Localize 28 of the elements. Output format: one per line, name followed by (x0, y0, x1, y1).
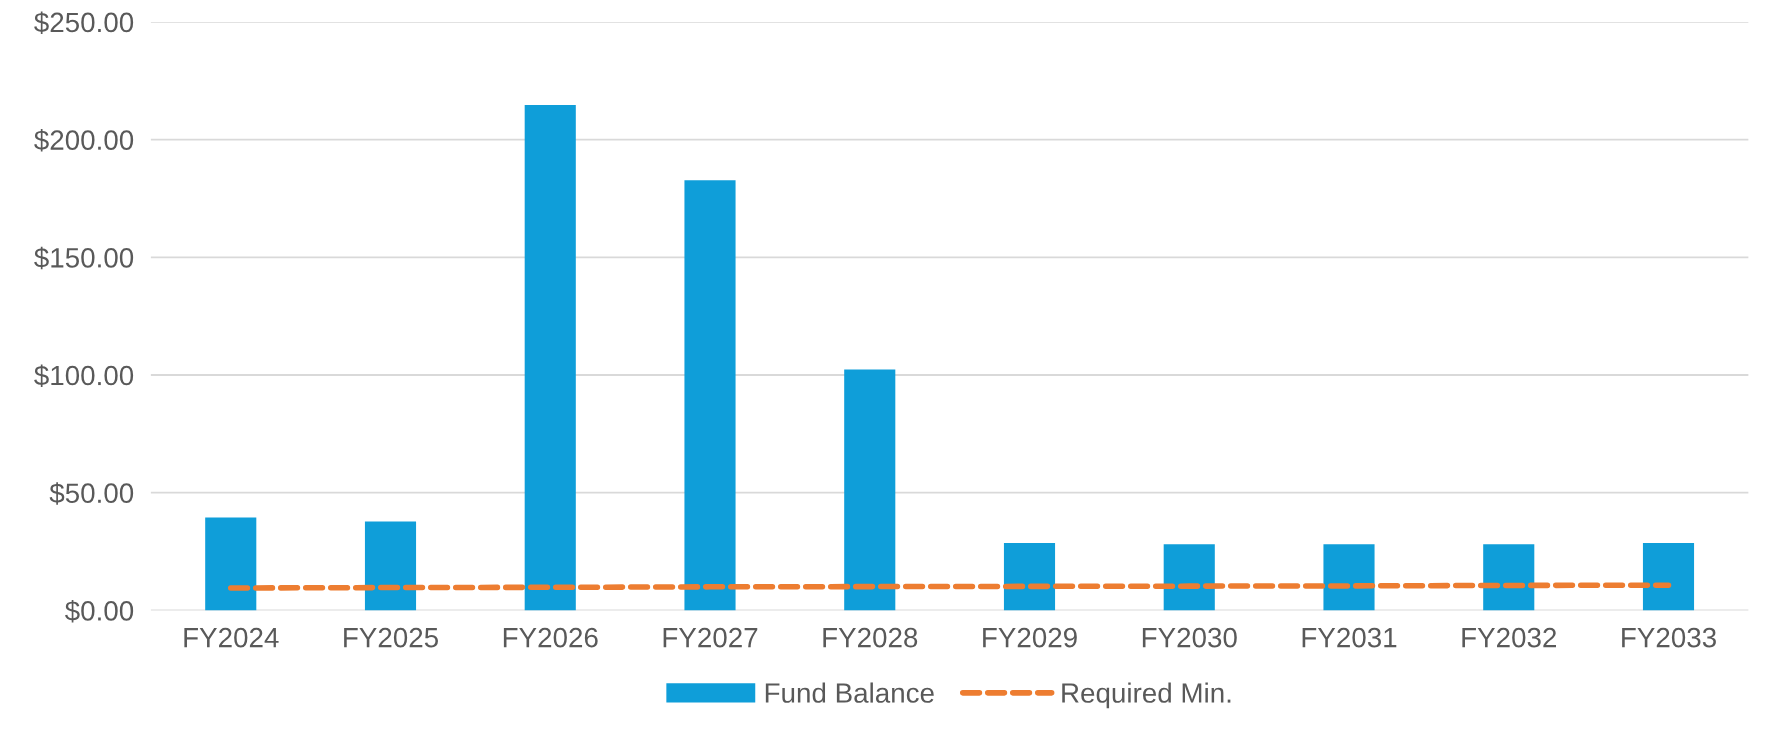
y-tick-label: $100.00 (34, 364, 134, 387)
x-tick-label: FY2028 (823, 627, 918, 648)
y-tick-label: $0.00 (65, 599, 134, 623)
bar (684, 180, 736, 611)
legend-label: Fund Balance (765, 682, 934, 703)
bar (205, 517, 257, 611)
y-tick-label: $200.00 (34, 129, 134, 152)
legend-label: Required Min. (1062, 682, 1231, 709)
bar (844, 369, 896, 611)
y-tick-label: $150.00 (34, 246, 134, 270)
bar (1323, 544, 1375, 611)
x-tick-label: FY2025 (344, 627, 438, 648)
x-tick-label: FY2032 (1462, 627, 1556, 648)
x-tick-label: FY2029 (983, 627, 1077, 648)
x-tick-label: FY2024 (184, 627, 279, 648)
bar (1003, 543, 1056, 611)
bar (364, 521, 417, 611)
y-tick-label: $250.00 (34, 11, 134, 34)
x-tick-label: FY2031 (1302, 627, 1397, 648)
x-tick-label: FY2033 (1622, 627, 1716, 648)
x-tick-label: FY2027 (663, 627, 758, 648)
bar (1483, 544, 1535, 611)
bar (1642, 543, 1695, 611)
bar (1163, 544, 1215, 611)
x-tick-label: FY2030 (1142, 627, 1237, 648)
y-tick-label: $50.00 (49, 482, 134, 505)
bar (524, 105, 576, 611)
x-tick-label: FY2026 (503, 627, 598, 648)
